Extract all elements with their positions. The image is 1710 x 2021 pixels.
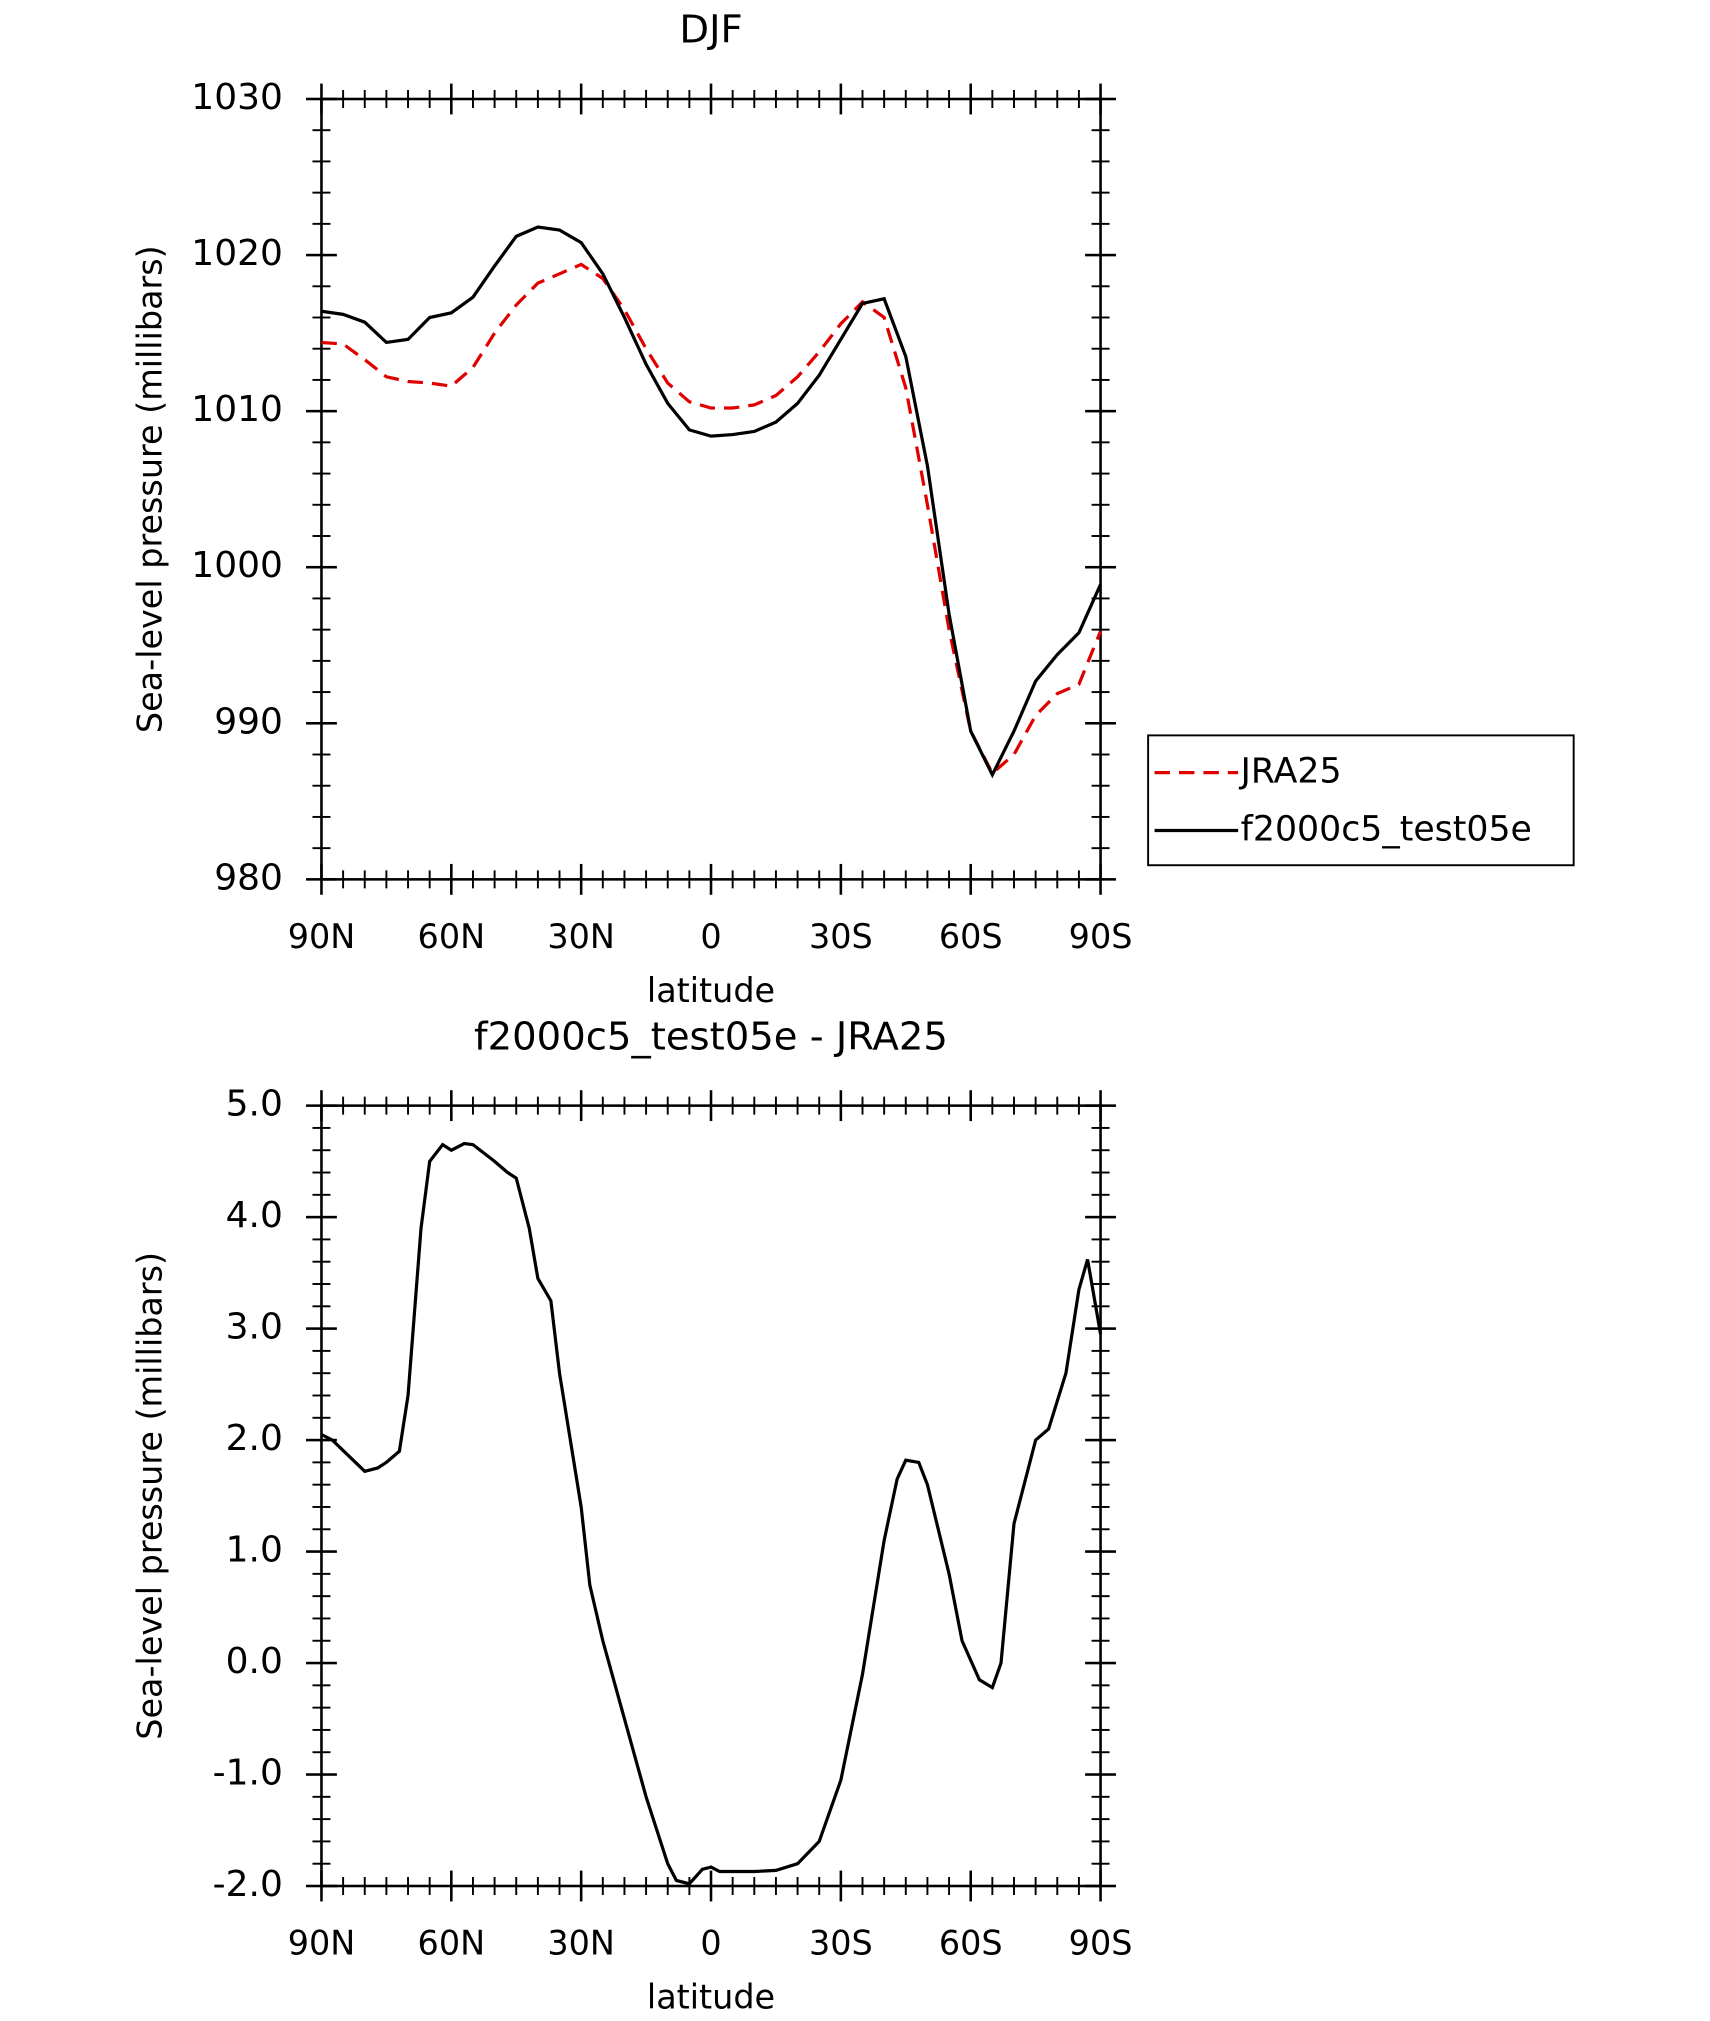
- y-axis-label: Sea-level pressure (millibars): [130, 1252, 169, 1740]
- y-axis-label: Sea-level pressure (millibars): [130, 245, 169, 733]
- x-tick-label: 30S: [809, 917, 873, 956]
- chart-title: f2000c5_test05e - JRA25: [474, 1014, 948, 1059]
- x-tick-label: 60S: [939, 1924, 1003, 1963]
- x-tick-label: 90N: [288, 917, 356, 956]
- series-line: [321, 225, 1103, 779]
- y-tick-label: 5.0: [226, 1084, 283, 1125]
- series-line: [321, 262, 1103, 776]
- y-tick-label: 1010: [191, 389, 283, 430]
- x-axis-label: latitude: [647, 971, 775, 1010]
- x-tick-label: 60N: [418, 917, 486, 956]
- x-tick-label: 0: [700, 917, 721, 956]
- y-tick-label: 0.0: [226, 1641, 283, 1682]
- x-tick-label: 90N: [288, 1924, 356, 1963]
- plot-frame: [320, 1104, 1102, 1888]
- series-line: [320, 1141, 1103, 1886]
- legend-label: f2000c5_test05e: [1241, 810, 1532, 850]
- legend-label: JRA25: [1239, 752, 1342, 792]
- y-tick-label: 3.0: [226, 1307, 283, 1348]
- x-tick-label: 30N: [547, 917, 615, 956]
- x-tick-label: 60N: [418, 1924, 486, 1963]
- y-tick-label: 1020: [191, 233, 283, 274]
- y-tick-label: 4.0: [226, 1195, 283, 1236]
- x-tick-label: 30N: [547, 1924, 615, 1963]
- legend-box: [1147, 734, 1575, 867]
- y-tick-label: 1000: [191, 545, 283, 586]
- x-tick-label: 90S: [1069, 1924, 1133, 1963]
- plot-frame: [320, 97, 1102, 881]
- y-tick-label: -1.0: [213, 1753, 283, 1794]
- y-tick-label: 1.0: [226, 1530, 283, 1571]
- x-axis-label: latitude: [647, 1978, 775, 2017]
- y-tick-label: 990: [214, 701, 283, 742]
- x-tick-label: 60S: [939, 917, 1003, 956]
- y-tick-label: 980: [214, 857, 283, 898]
- x-tick-label: 90S: [1069, 917, 1133, 956]
- chart-title: DJF: [679, 8, 742, 53]
- y-tick-label: -2.0: [213, 1864, 283, 1905]
- y-tick-label: 2.0: [226, 1418, 283, 1459]
- x-tick-label: 30S: [809, 1924, 873, 1963]
- y-tick-label: 1030: [191, 77, 283, 118]
- x-tick-label: 0: [700, 1924, 721, 1963]
